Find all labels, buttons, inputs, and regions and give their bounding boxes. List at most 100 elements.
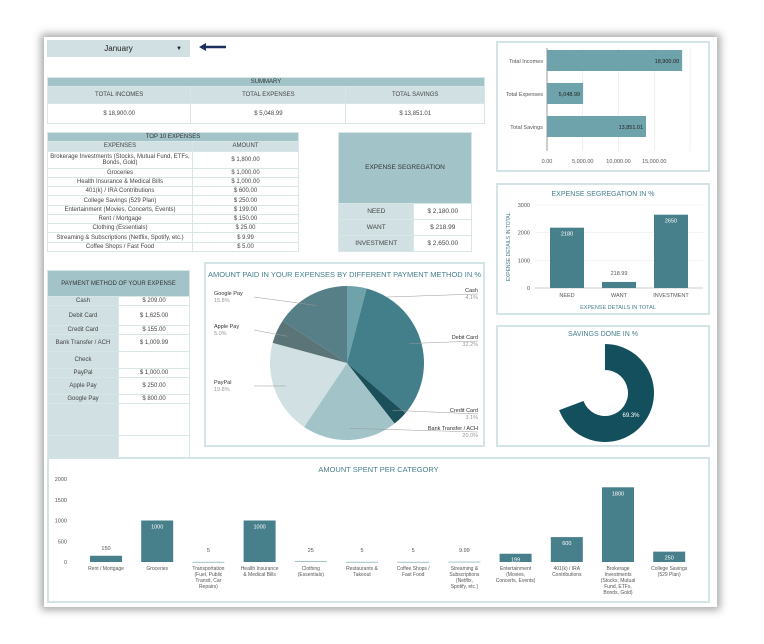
bar — [602, 281, 636, 288]
category-label: INVESTMENT — [653, 293, 689, 299]
table-row: Health Insurance & Medical Bills $ 1,000.… — [47, 176, 299, 188]
bar — [294, 560, 327, 562]
data-label: 20.0% — [462, 433, 478, 439]
row-value: $ 2,180.00 — [413, 202, 472, 220]
data-label: 5 — [360, 548, 363, 554]
data-label: 199 — [511, 558, 520, 564]
legend-label: PayPal — [214, 380, 231, 386]
data-label: 2650 — [665, 219, 677, 225]
x-tick-label: 10,000.00 — [606, 159, 630, 165]
pie-slice — [304, 363, 395, 440]
chart-title: AMOUNT PAID IN YOUR EXPENSES BY DIFFEREN… — [207, 270, 482, 279]
table-row: Brokerage Investments (Stocks, Mutual Fu… — [47, 150, 299, 169]
bar — [243, 520, 276, 562]
row-label: WANT — [337, 218, 415, 236]
row-value: $ 1,000.00 — [118, 368, 190, 378]
data-label: 600 — [562, 541, 571, 547]
row-label: Debit Card — [47, 305, 119, 326]
category-label: Clothing (Essentials) — [298, 566, 324, 578]
data-label: 19.8% — [214, 387, 230, 393]
column-header: EXPENSES — [47, 141, 193, 152]
row-value: $ 600.00 — [192, 186, 299, 197]
data-label: 15.8% — [214, 298, 230, 304]
data-label: 13,851.01 — [619, 125, 643, 131]
pie-slice — [347, 288, 424, 414]
pie-slice — [347, 286, 367, 363]
row-label: Cash — [47, 296, 119, 306]
data-label: 250 — [665, 556, 674, 562]
bar — [550, 537, 583, 562]
payment-method-table: PAYMENT METHOD OF YOUR EXPENSE Cash $ 209… — [47, 270, 190, 468]
row-label: Brokerage Investments (Stocks, Mutual Fu… — [47, 150, 193, 169]
donut-slice — [559, 344, 654, 442]
y-tick-label: 2000 — [55, 477, 67, 483]
category-label: NEED — [559, 293, 574, 299]
row-value: $ 250.00 — [118, 377, 190, 395]
category-label: Entertainment (Movies, Concerts, Events) — [496, 566, 536, 584]
summary-table: SUMMARY TOTAL INCOMES TOTAL EXPENSES TOTAL… — [46, 77, 485, 124]
pie-slice — [282, 286, 347, 363]
row-label: Google Pay — [47, 394, 119, 404]
summary-header: TOTAL SAVINGS — [345, 86, 485, 104]
row-value — [118, 351, 190, 369]
row-label: NEED — [337, 202, 415, 220]
arrow-left-icon — [199, 43, 226, 51]
row-value: $ 25.00 — [192, 223, 299, 234]
bar — [547, 116, 647, 137]
category-label: Coffee Shops / Fast Food — [397, 566, 431, 578]
table-row: PayPal $ 1,000.00 — [47, 368, 190, 378]
data-label: 218.99 — [611, 271, 628, 277]
row-label: Bank Transfer / ACH — [47, 334, 119, 352]
summary-title: SUMMARY — [47, 77, 485, 87]
x-tick-label: 0.00 — [542, 159, 553, 165]
row-value: $ 800.00 — [118, 394, 190, 404]
segregation-chart-panel: EXPENSE SEGREGATION IN % 0 1000 2000 3000 NE… — [496, 183, 710, 315]
y-axis-title: EXPENSE DETAILS IN TOTAL — [506, 212, 512, 281]
row-label: Credit Card — [47, 325, 119, 335]
row-label: Rent / Mortgage — [47, 213, 193, 225]
row-value: $ 1,000.00 — [192, 176, 299, 188]
leader-line — [392, 410, 479, 415]
category-label: Total Savings — [510, 125, 543, 131]
bar — [550, 227, 584, 288]
category-chart-panel: AMOUNT SPENT PER CATEGORY 0 500 1000 1500 20… — [47, 457, 710, 603]
legend-label: Debit Card — [452, 335, 478, 341]
data-label: 25 — [308, 548, 314, 554]
row-label: Streaming & Subscriptions (Netflix, Spot… — [47, 232, 193, 243]
totals-bar-panel: 0.00 5,000.00 10,000.00 15,000.00 Total Inco… — [496, 41, 710, 172]
table-row: Apple Pay $ 250.00 — [47, 377, 190, 395]
row-label: PayPal — [47, 368, 119, 378]
data-label: 32.2% — [462, 342, 478, 348]
data-label: 9.99 — [459, 548, 470, 554]
y-tick-label: 1000 — [55, 519, 67, 525]
table-row: Entertainment (Movies, Concerts, Events)… — [47, 204, 299, 215]
category-label: Streaming & Subscriptions (Netflix, Spotify… — [449, 566, 480, 590]
row-value: $ 5.00 — [192, 241, 299, 253]
legend-label: Bank Transfer / ACH — [428, 426, 478, 432]
row-value: $ 1,009.99 — [118, 334, 190, 352]
legend-label: Credit Card — [450, 408, 478, 414]
bar — [653, 551, 686, 562]
row-value: $ 218.99 — [413, 218, 472, 236]
total-incomes-value: $ 18,900.00 — [46, 103, 192, 124]
bar — [141, 520, 174, 562]
row-value: $ 1,625.00 — [118, 305, 190, 326]
table-row: Check — [47, 351, 190, 369]
row-label: Clothing (Essentials) — [47, 223, 193, 234]
legend-label: Cash — [465, 288, 478, 294]
summary-header: TOTAL INCOMES — [46, 86, 192, 104]
row-label: Entertainment (Movies, Concerts, Events) — [47, 204, 193, 215]
row-label: 401(k) / IRA Contributions — [47, 186, 193, 197]
row-label: Apple Pay — [47, 377, 119, 395]
data-label: 5 — [207, 548, 210, 554]
data-label: 1800 — [612, 491, 624, 497]
leader-line — [253, 296, 316, 306]
bar — [448, 561, 481, 563]
leader-line — [253, 329, 288, 337]
bar — [547, 83, 584, 104]
row-label: College Savings (529 Plan) — [47, 195, 193, 206]
bar — [547, 50, 683, 71]
chart-title: EXPENSE SEGREGATION IN % — [551, 191, 655, 198]
row-value: $ 1,800.00 — [192, 150, 299, 169]
month-dropdown[interactable]: January ▼ — [47, 40, 190, 57]
